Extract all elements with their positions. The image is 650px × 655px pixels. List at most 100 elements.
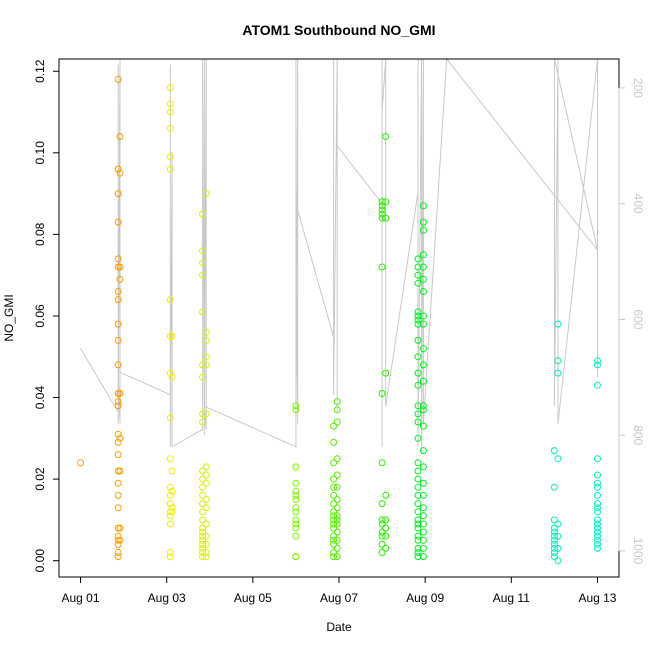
data-point: [419, 491, 427, 499]
data-point: [419, 528, 427, 536]
data-point: [292, 504, 300, 512]
data-point: [168, 373, 176, 381]
data-point: [382, 544, 390, 552]
data-point: [199, 467, 207, 475]
overlay-line: [80, 57, 598, 453]
data-point: [419, 536, 427, 544]
data-point: [419, 463, 427, 471]
data-point: [378, 459, 386, 467]
data-point: [292, 524, 300, 532]
data-point: [116, 169, 124, 177]
data-point: [550, 483, 558, 491]
data-point: [330, 549, 338, 556]
data-point: [199, 373, 207, 381]
data-point: [554, 520, 562, 528]
data-point: [414, 500, 422, 508]
data-point: [330, 540, 338, 548]
data-point: [414, 467, 422, 475]
data-point: [199, 516, 207, 524]
data-point: [166, 414, 174, 422]
data-point: [166, 491, 174, 499]
data-point: [414, 410, 422, 418]
data-point: [378, 520, 386, 528]
data-point: [202, 479, 210, 487]
data-point: [554, 544, 562, 552]
data-point: [114, 504, 122, 512]
data-point: [382, 198, 390, 206]
data-point: [199, 524, 207, 532]
data-point: [419, 447, 427, 455]
data-point: [166, 553, 174, 561]
data-point: [199, 540, 207, 548]
data-point: [114, 336, 122, 344]
data-point: [378, 540, 386, 548]
data-point: [419, 320, 427, 328]
data-point: [168, 467, 176, 475]
data-point: [333, 406, 341, 414]
data-point: [550, 447, 558, 455]
data-point: [116, 434, 124, 442]
data-point: [378, 198, 386, 206]
data-point: [419, 345, 427, 353]
data-point: [333, 504, 341, 512]
data-point: [382, 214, 390, 222]
data-point: [202, 336, 210, 344]
y-tick-label: 0.06: [33, 304, 47, 328]
y-tick-label: 0.02: [33, 467, 47, 491]
data-point: [199, 528, 207, 536]
data-point: [114, 296, 122, 304]
data-point: [202, 353, 210, 361]
data-point: [202, 471, 210, 479]
data-point: [166, 153, 174, 161]
data-point: [330, 491, 338, 499]
data-point: [382, 491, 390, 499]
data-point: [114, 218, 122, 226]
data-point: [330, 532, 338, 540]
data-point: [114, 165, 122, 173]
chart-title: ATOM1 Southbound NO_GMI: [242, 22, 435, 38]
data-point: [414, 353, 422, 361]
data-point: [166, 100, 174, 108]
data-point: [330, 512, 338, 520]
x-tick-label: Aug 03: [148, 591, 186, 605]
data-point: [199, 247, 207, 255]
data-point: [166, 483, 174, 491]
data-point: [292, 463, 300, 471]
data-point: [199, 361, 207, 369]
data-point: [114, 190, 122, 198]
data-point: [414, 544, 422, 552]
data-point: [594, 491, 601, 499]
data-point: [199, 553, 207, 561]
data-point: [554, 369, 562, 377]
data-point: [550, 516, 558, 524]
data-point: [116, 263, 124, 271]
data-point: [166, 455, 174, 463]
data-point: [199, 500, 207, 508]
data-point: [202, 532, 210, 540]
data-point: [168, 504, 176, 512]
data-point: [292, 487, 300, 495]
data-point: [116, 390, 124, 397]
y-axis: 0.00 0.02 0.04 0.06 0.08 0.10 0.12: [33, 59, 60, 572]
data-point: [594, 381, 601, 389]
data-point: [114, 320, 122, 328]
data-point: [77, 459, 84, 467]
data-point: [419, 553, 427, 561]
data-point: [594, 520, 601, 528]
data-point: [292, 479, 300, 487]
data-point: [554, 557, 562, 565]
data-point: [199, 544, 207, 552]
data-point: [166, 165, 174, 173]
data-point: [414, 536, 422, 544]
data-point: [333, 516, 341, 524]
data-point: [419, 512, 427, 520]
data-point: [594, 544, 601, 552]
data-point: [550, 553, 558, 561]
data-point: [199, 410, 207, 418]
data-point: [594, 483, 601, 491]
data-point: [199, 418, 207, 426]
data-point: [414, 553, 422, 561]
data-point: [114, 430, 122, 438]
data-point: [292, 553, 300, 561]
data-point: [166, 108, 174, 116]
